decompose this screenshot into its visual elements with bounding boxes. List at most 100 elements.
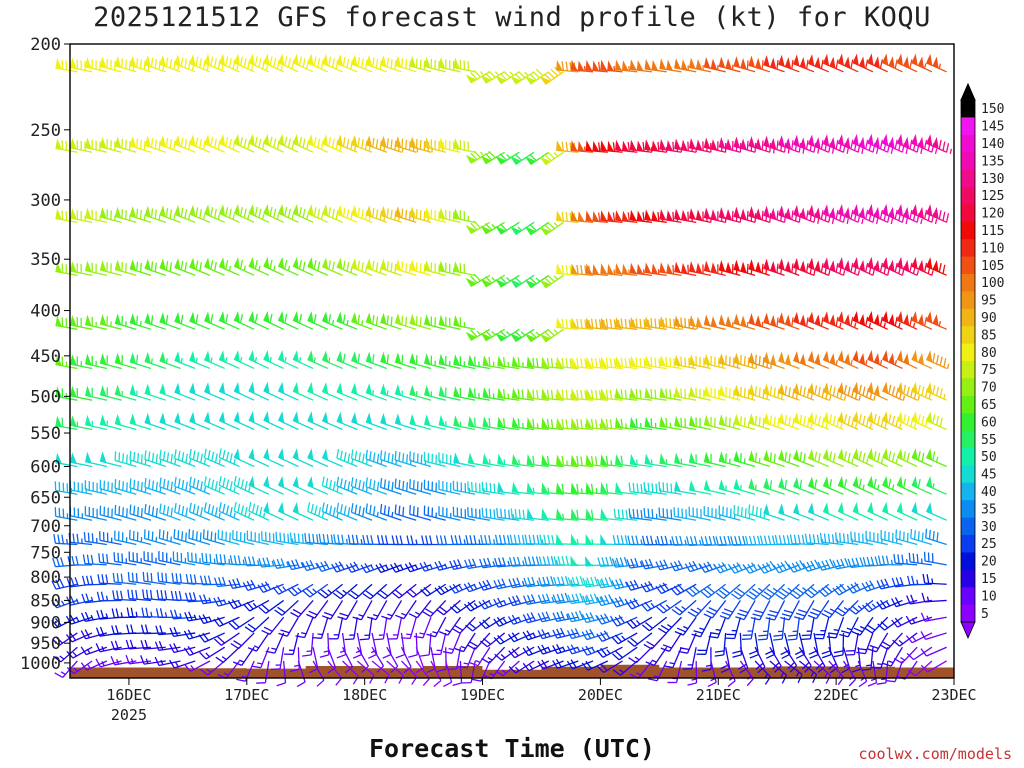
wind-barb bbox=[159, 54, 181, 73]
wind-barb bbox=[852, 381, 876, 401]
wind-barb bbox=[703, 506, 726, 521]
wind-barb bbox=[725, 617, 741, 640]
wind-barb bbox=[822, 502, 844, 521]
colorbar-label: 135 bbox=[981, 154, 1004, 169]
wind-barb bbox=[55, 415, 78, 431]
colorbar: 1501451401351301251201151101051009590858… bbox=[960, 82, 1004, 639]
wind-barb bbox=[539, 151, 564, 166]
wind-barb bbox=[248, 203, 270, 223]
wind-barb bbox=[627, 632, 653, 647]
wind-barb bbox=[233, 501, 255, 521]
wind-barb bbox=[322, 382, 343, 401]
wind-barb bbox=[846, 582, 874, 594]
wind-barb bbox=[144, 258, 166, 276]
colorbar-label: 50 bbox=[981, 450, 997, 465]
wind-barb bbox=[556, 454, 579, 468]
wind-barb bbox=[374, 617, 388, 641]
wind-barb bbox=[715, 583, 741, 600]
wind-barb bbox=[567, 610, 594, 623]
wind-barb bbox=[307, 381, 329, 401]
wind-barb bbox=[70, 385, 93, 401]
wind-barb bbox=[524, 221, 550, 236]
wind-barb bbox=[261, 616, 285, 635]
wind-barb bbox=[644, 416, 667, 431]
colorbar-swatch bbox=[961, 413, 975, 432]
wind-barb bbox=[362, 583, 388, 600]
wind-barb bbox=[453, 315, 476, 330]
wind-barb bbox=[763, 135, 790, 154]
wind-barb bbox=[257, 581, 284, 594]
colorbar-label: 115 bbox=[981, 224, 1004, 239]
wind-barb bbox=[379, 450, 402, 468]
wind-barb bbox=[876, 599, 903, 610]
wind-barb bbox=[261, 531, 284, 546]
wind-barb bbox=[144, 478, 166, 495]
wind-barb bbox=[85, 207, 107, 223]
wind-barb bbox=[659, 416, 682, 431]
wind-barb bbox=[625, 579, 653, 591]
wind-barb bbox=[493, 616, 520, 627]
credit-link[interactable]: coolwx.com/models bbox=[858, 745, 1012, 763]
wind-barb bbox=[424, 260, 446, 276]
wind-barb bbox=[839, 616, 859, 638]
wind-barb bbox=[188, 476, 211, 495]
wind-barb bbox=[434, 583, 461, 596]
wind-barb bbox=[852, 310, 874, 330]
wind-barb bbox=[213, 616, 240, 627]
wind-barb bbox=[671, 599, 697, 616]
wind-barb bbox=[541, 417, 564, 431]
wind-barb bbox=[852, 501, 874, 521]
wind-barb bbox=[570, 417, 594, 431]
wind-barb bbox=[701, 647, 712, 672]
wind-barb bbox=[496, 508, 520, 521]
wind-barb bbox=[674, 208, 697, 223]
wind-barb bbox=[292, 203, 314, 223]
wind-barb bbox=[453, 57, 476, 73]
wind-barb bbox=[438, 414, 461, 431]
wind-barb bbox=[896, 53, 918, 73]
wind-barb bbox=[301, 560, 328, 572]
wind-barb bbox=[351, 54, 373, 73]
wind-barb bbox=[511, 387, 535, 401]
wind-barb bbox=[278, 256, 299, 276]
wind-barb bbox=[497, 355, 520, 370]
wind-barb bbox=[629, 416, 653, 431]
wind-barb bbox=[112, 590, 137, 602]
wind-barb bbox=[748, 352, 772, 370]
wind-barb bbox=[409, 352, 432, 370]
wind-barb bbox=[174, 382, 196, 401]
wind-barb bbox=[307, 448, 329, 468]
wind-barb bbox=[911, 501, 933, 521]
wind-barb bbox=[864, 616, 889, 634]
wind-barb bbox=[703, 207, 727, 223]
wind-barb bbox=[748, 313, 771, 330]
wind-barb bbox=[879, 632, 903, 650]
wind-barb bbox=[256, 660, 270, 684]
wind-barb bbox=[882, 646, 903, 667]
wind-barb bbox=[213, 596, 240, 607]
wind-barb bbox=[715, 535, 741, 547]
wind-barb bbox=[808, 476, 830, 495]
wind-barb bbox=[819, 533, 844, 546]
wind-barb bbox=[611, 646, 638, 661]
wind-barb bbox=[495, 274, 520, 288]
wind-barb bbox=[748, 504, 771, 521]
wind-barb bbox=[452, 660, 463, 687]
wind-barb bbox=[552, 658, 579, 669]
wind-barb bbox=[822, 476, 844, 495]
wind-barb bbox=[228, 616, 255, 630]
colorbar-swatch bbox=[961, 430, 975, 449]
wind-barb bbox=[263, 256, 284, 276]
wind-barb bbox=[204, 311, 225, 330]
wind-barb bbox=[526, 482, 549, 495]
wind-barb bbox=[763, 503, 785, 521]
y-tick-label: 200 bbox=[30, 35, 61, 55]
wind-barb bbox=[158, 529, 181, 546]
wind-barb bbox=[659, 453, 682, 468]
wind-barb bbox=[763, 412, 785, 431]
wind-barb bbox=[322, 411, 343, 431]
wind-barb bbox=[524, 68, 550, 85]
wind-barb bbox=[451, 616, 476, 634]
wind-barb bbox=[524, 151, 550, 166]
wind-barb bbox=[188, 502, 211, 521]
